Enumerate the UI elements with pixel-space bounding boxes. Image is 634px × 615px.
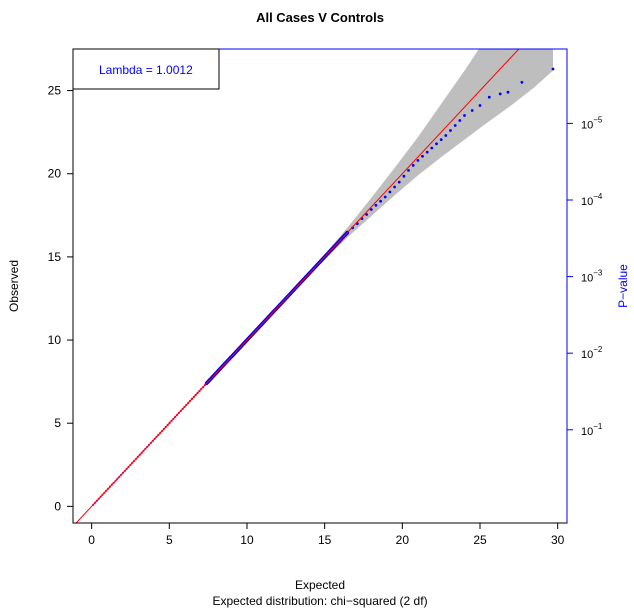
p-value-tick-label: 10−2 [581, 345, 603, 361]
y-tick-label: 25 [48, 84, 62, 98]
data-point [393, 185, 396, 189]
legend: Lambda = 1.0012 [72, 48, 220, 90]
data-point [430, 146, 434, 150]
p-value-tick-label: 10−4 [581, 192, 603, 208]
p-value-tick-label: 10−1 [581, 422, 603, 438]
x-tick-label: 5 [166, 533, 173, 547]
data-point [439, 138, 443, 142]
x-tick-label: 10 [240, 533, 254, 547]
confidence-band [206, 49, 553, 385]
data-point [374, 203, 378, 207]
y-tick-label: 15 [48, 250, 62, 264]
y-axis-label: Observed [7, 260, 21, 312]
data-point [470, 109, 474, 112]
data-point [402, 174, 406, 178]
data-point [487, 95, 491, 99]
data-point [478, 104, 482, 107]
x-tick-label: 0 [88, 533, 95, 547]
y-tick-label: 5 [54, 416, 61, 430]
data-point [397, 180, 401, 184]
x-axis-label: Expected [295, 578, 345, 592]
data-point [407, 169, 410, 172]
data-point [416, 159, 420, 162]
data-point [411, 164, 415, 167]
data-point [520, 80, 524, 84]
x-tick-label: 30 [551, 533, 565, 547]
x-axis: 0 5 10 15 20 25 30 [88, 523, 565, 547]
x-tick-label: 25 [473, 533, 487, 547]
y-tick-label: 20 [48, 167, 62, 181]
reference-line [75, 49, 520, 523]
data-point [379, 199, 382, 203]
reference-line-group [75, 49, 520, 523]
data-point [421, 154, 424, 158]
data-point [369, 208, 373, 211]
p-value-axis: 10−1 10−2 10−3 10−4 10−5 [567, 115, 603, 438]
confidence-band-area [206, 49, 553, 385]
data-point [498, 92, 502, 96]
y-axis: 0 5 10 15 20 25 [48, 84, 73, 513]
p-value-tick-label: 10−3 [581, 269, 603, 285]
data-point [388, 190, 392, 194]
data-point [383, 195, 387, 199]
chart-title: All Cases V Controls [256, 10, 384, 25]
data-point [449, 129, 452, 132]
data-point [435, 142, 438, 146]
plot-frame-left-bottom [72, 48, 568, 524]
data-points [92, 67, 555, 506]
data-point [463, 114, 466, 117]
x-tick-label: 15 [318, 533, 332, 547]
data-point [444, 134, 448, 137]
data-point [453, 124, 457, 127]
data-point [506, 90, 510, 94]
p-value-axis-label: P−value [616, 264, 630, 308]
data-point [425, 150, 429, 154]
p-value-tick-label: 10−5 [581, 115, 603, 131]
lambda-label: Lambda = 1.0012 [99, 63, 193, 77]
chart-subtitle: Expected distribution: chi−squared (2 df… [212, 594, 427, 608]
legend-box [72, 48, 220, 90]
data-point [365, 213, 368, 216]
y-tick-label: 0 [54, 499, 61, 513]
x-tick-label: 20 [396, 533, 410, 547]
y-tick-label: 10 [48, 333, 62, 347]
data-point [458, 119, 462, 122]
data-point [551, 67, 555, 71]
